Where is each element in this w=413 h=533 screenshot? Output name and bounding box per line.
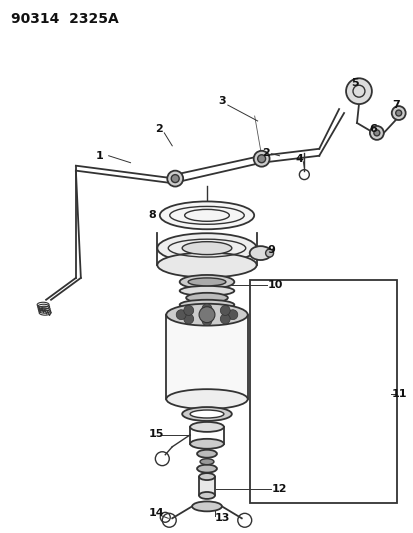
Circle shape bbox=[202, 316, 211, 326]
Text: 13: 13 bbox=[214, 513, 230, 523]
Ellipse shape bbox=[157, 233, 256, 263]
Text: 10: 10 bbox=[267, 280, 282, 290]
Text: 2: 2 bbox=[155, 124, 163, 134]
Ellipse shape bbox=[190, 422, 223, 432]
Circle shape bbox=[373, 130, 379, 136]
Circle shape bbox=[167, 171, 183, 187]
Ellipse shape bbox=[186, 293, 227, 303]
Text: 1: 1 bbox=[95, 151, 103, 161]
Ellipse shape bbox=[188, 278, 225, 286]
Text: 14: 14 bbox=[148, 508, 164, 518]
Ellipse shape bbox=[197, 450, 216, 458]
Circle shape bbox=[220, 314, 230, 324]
Ellipse shape bbox=[166, 304, 247, 326]
Ellipse shape bbox=[159, 201, 254, 229]
Text: 15: 15 bbox=[148, 429, 164, 439]
Ellipse shape bbox=[199, 459, 214, 465]
Circle shape bbox=[220, 305, 230, 316]
Circle shape bbox=[253, 151, 269, 167]
Ellipse shape bbox=[249, 246, 271, 260]
Ellipse shape bbox=[182, 407, 231, 421]
Ellipse shape bbox=[166, 389, 247, 409]
Circle shape bbox=[227, 310, 237, 320]
Text: 4: 4 bbox=[295, 154, 303, 164]
Text: 3: 3 bbox=[217, 96, 225, 106]
Text: 8: 8 bbox=[148, 211, 156, 220]
Ellipse shape bbox=[179, 286, 234, 296]
Circle shape bbox=[257, 155, 265, 163]
Bar bbox=[166, 314, 247, 399]
Circle shape bbox=[171, 175, 179, 183]
Text: 90314  2325A: 90314 2325A bbox=[11, 12, 119, 26]
Ellipse shape bbox=[179, 275, 234, 289]
Ellipse shape bbox=[157, 253, 256, 277]
Circle shape bbox=[345, 78, 371, 104]
Circle shape bbox=[183, 314, 193, 324]
Ellipse shape bbox=[190, 410, 223, 418]
Circle shape bbox=[202, 304, 211, 314]
Text: 6: 6 bbox=[368, 124, 376, 134]
Circle shape bbox=[176, 310, 186, 320]
Circle shape bbox=[395, 110, 401, 116]
Circle shape bbox=[183, 305, 193, 316]
Text: 7: 7 bbox=[392, 100, 399, 110]
Text: 11: 11 bbox=[391, 389, 406, 399]
Circle shape bbox=[199, 306, 214, 322]
Ellipse shape bbox=[199, 492, 214, 499]
Ellipse shape bbox=[179, 300, 234, 310]
Ellipse shape bbox=[182, 241, 231, 255]
Text: 5: 5 bbox=[350, 78, 358, 88]
Text: 9: 9 bbox=[267, 245, 275, 255]
Ellipse shape bbox=[265, 249, 273, 257]
Bar bbox=[249, 280, 396, 503]
Circle shape bbox=[391, 106, 405, 120]
Ellipse shape bbox=[192, 502, 221, 511]
Text: 12: 12 bbox=[271, 483, 286, 494]
Ellipse shape bbox=[199, 473, 214, 480]
Bar bbox=[199, 477, 214, 496]
Ellipse shape bbox=[190, 439, 223, 449]
Text: 2: 2 bbox=[261, 148, 269, 158]
Circle shape bbox=[369, 126, 383, 140]
Ellipse shape bbox=[197, 465, 216, 473]
